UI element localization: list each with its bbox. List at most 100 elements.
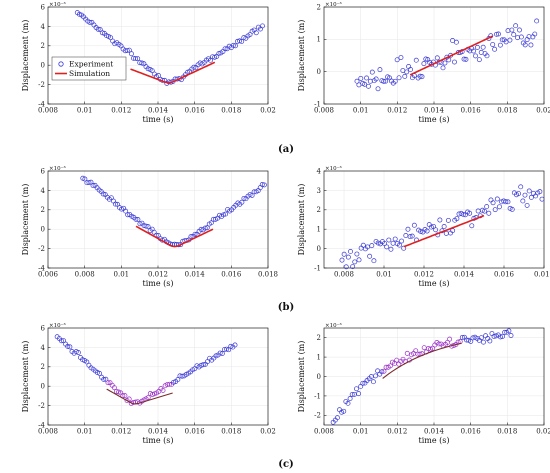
- x-tick-label: 0.01: [353, 107, 369, 115]
- y-tick-label: 1: [317, 226, 321, 234]
- experiment-point: [369, 243, 375, 249]
- experiment-point: [473, 53, 478, 59]
- experiment-point: [409, 233, 415, 239]
- experiment-point: [494, 196, 500, 202]
- experiment-point: [124, 48, 130, 54]
- experiment-point: [459, 334, 465, 340]
- experiment-point: [382, 240, 387, 246]
- experiment-point: [508, 333, 514, 338]
- y-exponent-label: ×10⁻³: [49, 322, 66, 329]
- experiment-point: [375, 86, 381, 92]
- experiment-point: [403, 233, 409, 238]
- legend-experiment-label: Experiment: [69, 60, 113, 69]
- simulation-line: [135, 225, 214, 248]
- y-tick-label: -2: [38, 81, 45, 89]
- y-tick-label: -1: [314, 392, 321, 400]
- experiment-point: [90, 183, 96, 188]
- x-tick-label: 0.02: [260, 428, 276, 436]
- experiment-point: [202, 225, 208, 231]
- experiment-point: [191, 64, 197, 70]
- experiment-point: [370, 379, 376, 385]
- experiment-point: [381, 78, 387, 84]
- experiment-point: [497, 204, 502, 210]
- experiment-point: [434, 55, 440, 61]
- experiment-point: [226, 347, 232, 353]
- experiment-point: [230, 42, 236, 48]
- experiment-point: [100, 191, 106, 197]
- experiment-point: [110, 198, 116, 204]
- experiment-point: [492, 207, 498, 213]
- x-tick-label: 0.014: [185, 271, 206, 279]
- simulation-line: [106, 388, 173, 405]
- x-tick-label: 0.018: [534, 271, 550, 279]
- experiment-point: [388, 246, 394, 252]
- experiment-point: [421, 345, 427, 351]
- experiment-point: [443, 230, 449, 236]
- y-exponent-label: ×10⁻³: [325, 1, 342, 8]
- x-tick-label: 0.014: [148, 428, 169, 436]
- experiment-point: [362, 81, 368, 87]
- experiment-point: [358, 245, 364, 251]
- simulation-line: [403, 214, 485, 248]
- legend-simulation-label: Simulation: [69, 69, 110, 78]
- experiment-point: [352, 259, 358, 265]
- experiment-point: [518, 184, 524, 190]
- experiment-point: [369, 69, 375, 75]
- experiment-point: [537, 189, 543, 195]
- experiment-point: [464, 337, 469, 343]
- y-tick-label: 0: [317, 68, 321, 76]
- experiment-point: [428, 224, 434, 230]
- experiment-point: [343, 264, 349, 270]
- experiment-point: [113, 389, 119, 394]
- x-axis-label: time (s): [143, 279, 174, 288]
- experiment-point: [249, 192, 255, 198]
- experiment-point: [522, 42, 528, 48]
- experiment-point: [217, 350, 223, 356]
- experiment-point: [483, 333, 489, 339]
- experiment-point: [75, 350, 81, 355]
- experiment-point: [524, 202, 530, 208]
- experiment-point: [239, 38, 245, 44]
- experiment-point: [476, 57, 482, 63]
- x-tick-label: 0.012: [111, 428, 131, 436]
- experiment-point: [135, 56, 141, 62]
- experiment-point: [408, 66, 413, 72]
- experiment-point: [354, 386, 359, 392]
- experiment-point: [143, 223, 149, 229]
- experiment-point: [500, 333, 505, 339]
- experiment-point: [232, 342, 238, 348]
- experiment-point: [452, 59, 457, 65]
- y-tick-label: 0: [41, 383, 45, 391]
- y-tick-label: 0: [41, 62, 45, 70]
- experiment-point: [381, 368, 387, 374]
- x-tick-label: 0.016: [461, 107, 482, 115]
- experiment-point: [402, 73, 408, 79]
- experiment-point: [398, 55, 404, 60]
- experiment-point: [484, 53, 490, 59]
- x-axis-label: time (s): [419, 115, 450, 124]
- experiment-point: [440, 65, 446, 71]
- experiment-point: [366, 83, 371, 89]
- experiment-point: [152, 391, 157, 397]
- experiment-point: [160, 387, 166, 393]
- experiment-point: [522, 192, 528, 198]
- experiment-point: [241, 195, 247, 201]
- experiment-point: [356, 391, 362, 397]
- experiment-point: [394, 57, 400, 63]
- y-exponent-label: ×10⁻³: [325, 165, 342, 172]
- experiment-point: [480, 44, 486, 50]
- experiment-point: [494, 31, 499, 37]
- x-tick-label: 0.016: [185, 428, 206, 436]
- experiment-point: [526, 34, 532, 40]
- experiment-point: [487, 338, 493, 344]
- experiment-point: [145, 395, 151, 400]
- experiment-point: [401, 245, 407, 251]
- experiment-point: [113, 201, 118, 207]
- x-tick-label: 0.008: [314, 107, 334, 115]
- experiment-point: [507, 37, 513, 43]
- panel-label-a: (a): [278, 144, 294, 155]
- y-tick-label: 2: [317, 206, 321, 214]
- experiment-point: [428, 346, 433, 352]
- experiment-point: [488, 197, 494, 203]
- y-tick-label: 4: [41, 344, 46, 352]
